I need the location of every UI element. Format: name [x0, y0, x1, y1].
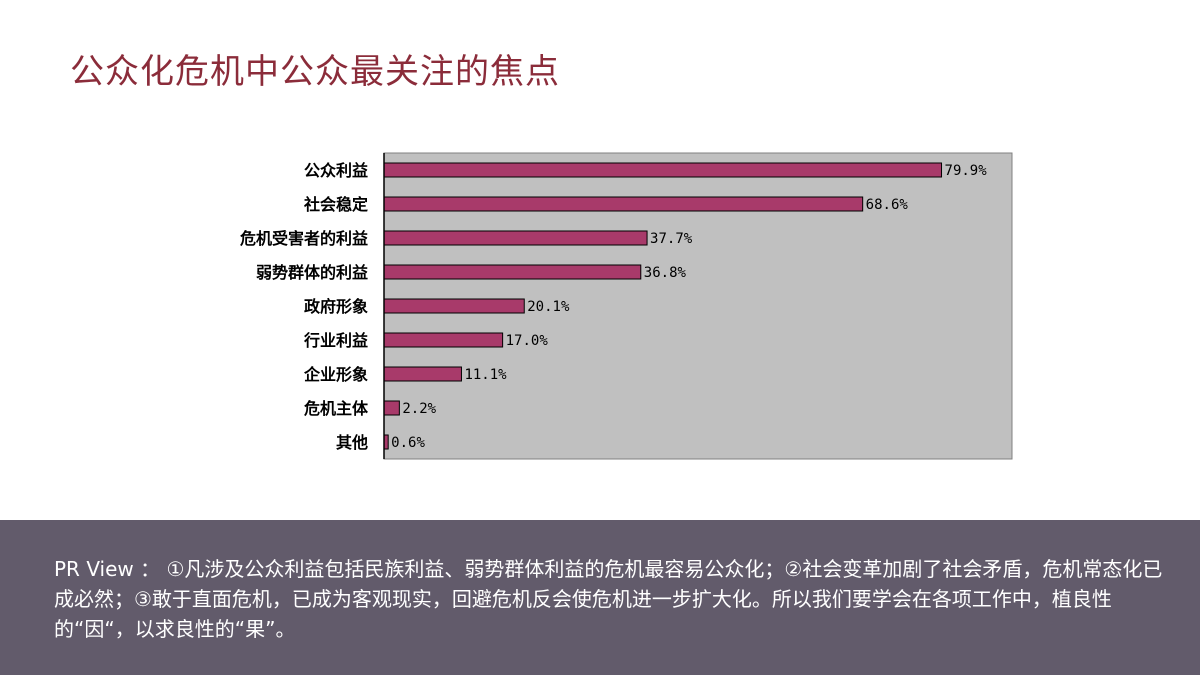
category-label: 其他 [336, 433, 368, 452]
value-label: 79.9% [945, 163, 988, 179]
bar-6 [383, 366, 462, 382]
bar-2 [383, 230, 648, 246]
value-label: 2.2% [402, 401, 436, 417]
category-label: 行业利益 [303, 331, 368, 350]
category-label: 社会稳定 [303, 195, 368, 214]
category-label: 企业形象 [303, 365, 368, 384]
bar-0 [383, 162, 943, 178]
bar-chart: 公众利益 79.9% 社会稳定 68.6% 危机受害者的利益 37.7% 弱势群体的利益 36… [240, 152, 1013, 460]
category-label: 危机主体 [304, 399, 369, 418]
value-label: 11.1% [464, 367, 507, 383]
value-label: 17.0% [506, 333, 549, 349]
pr-view-text: PR View ： ①凡涉及公众利益包括民族利益、弱势群体利益的危机最容易公众化… [54, 557, 1163, 641]
bar-4 [383, 298, 525, 314]
bar-5 [383, 332, 504, 348]
category-label: 公众利益 [304, 161, 368, 180]
category-label: 政府形象 [304, 297, 368, 316]
bars-layer: 公众利益 79.9% 社会稳定 68.6% 危机受害者的利益 37.7% 弱势群体的利益 36… [240, 161, 987, 452]
value-label: 68.6% [866, 197, 909, 213]
category-label: 弱势群体的利益 [256, 263, 368, 282]
value-label: 36.8% [644, 265, 687, 281]
footer-panel: PR View ： ①凡涉及公众利益包括民族利益、弱势群体利益的危机最容易公众化… [0, 520, 1200, 675]
category-label: 危机受害者的利益 [240, 229, 368, 248]
bar-1 [383, 196, 864, 212]
bar-7 [383, 400, 400, 416]
value-label: 0.6% [391, 435, 425, 451]
value-label: 20.1% [527, 299, 570, 315]
bar-3 [383, 264, 642, 280]
value-label: 37.7% [650, 231, 693, 247]
slide-title: 公众化危机中公众最关注的焦点 [70, 52, 560, 92]
